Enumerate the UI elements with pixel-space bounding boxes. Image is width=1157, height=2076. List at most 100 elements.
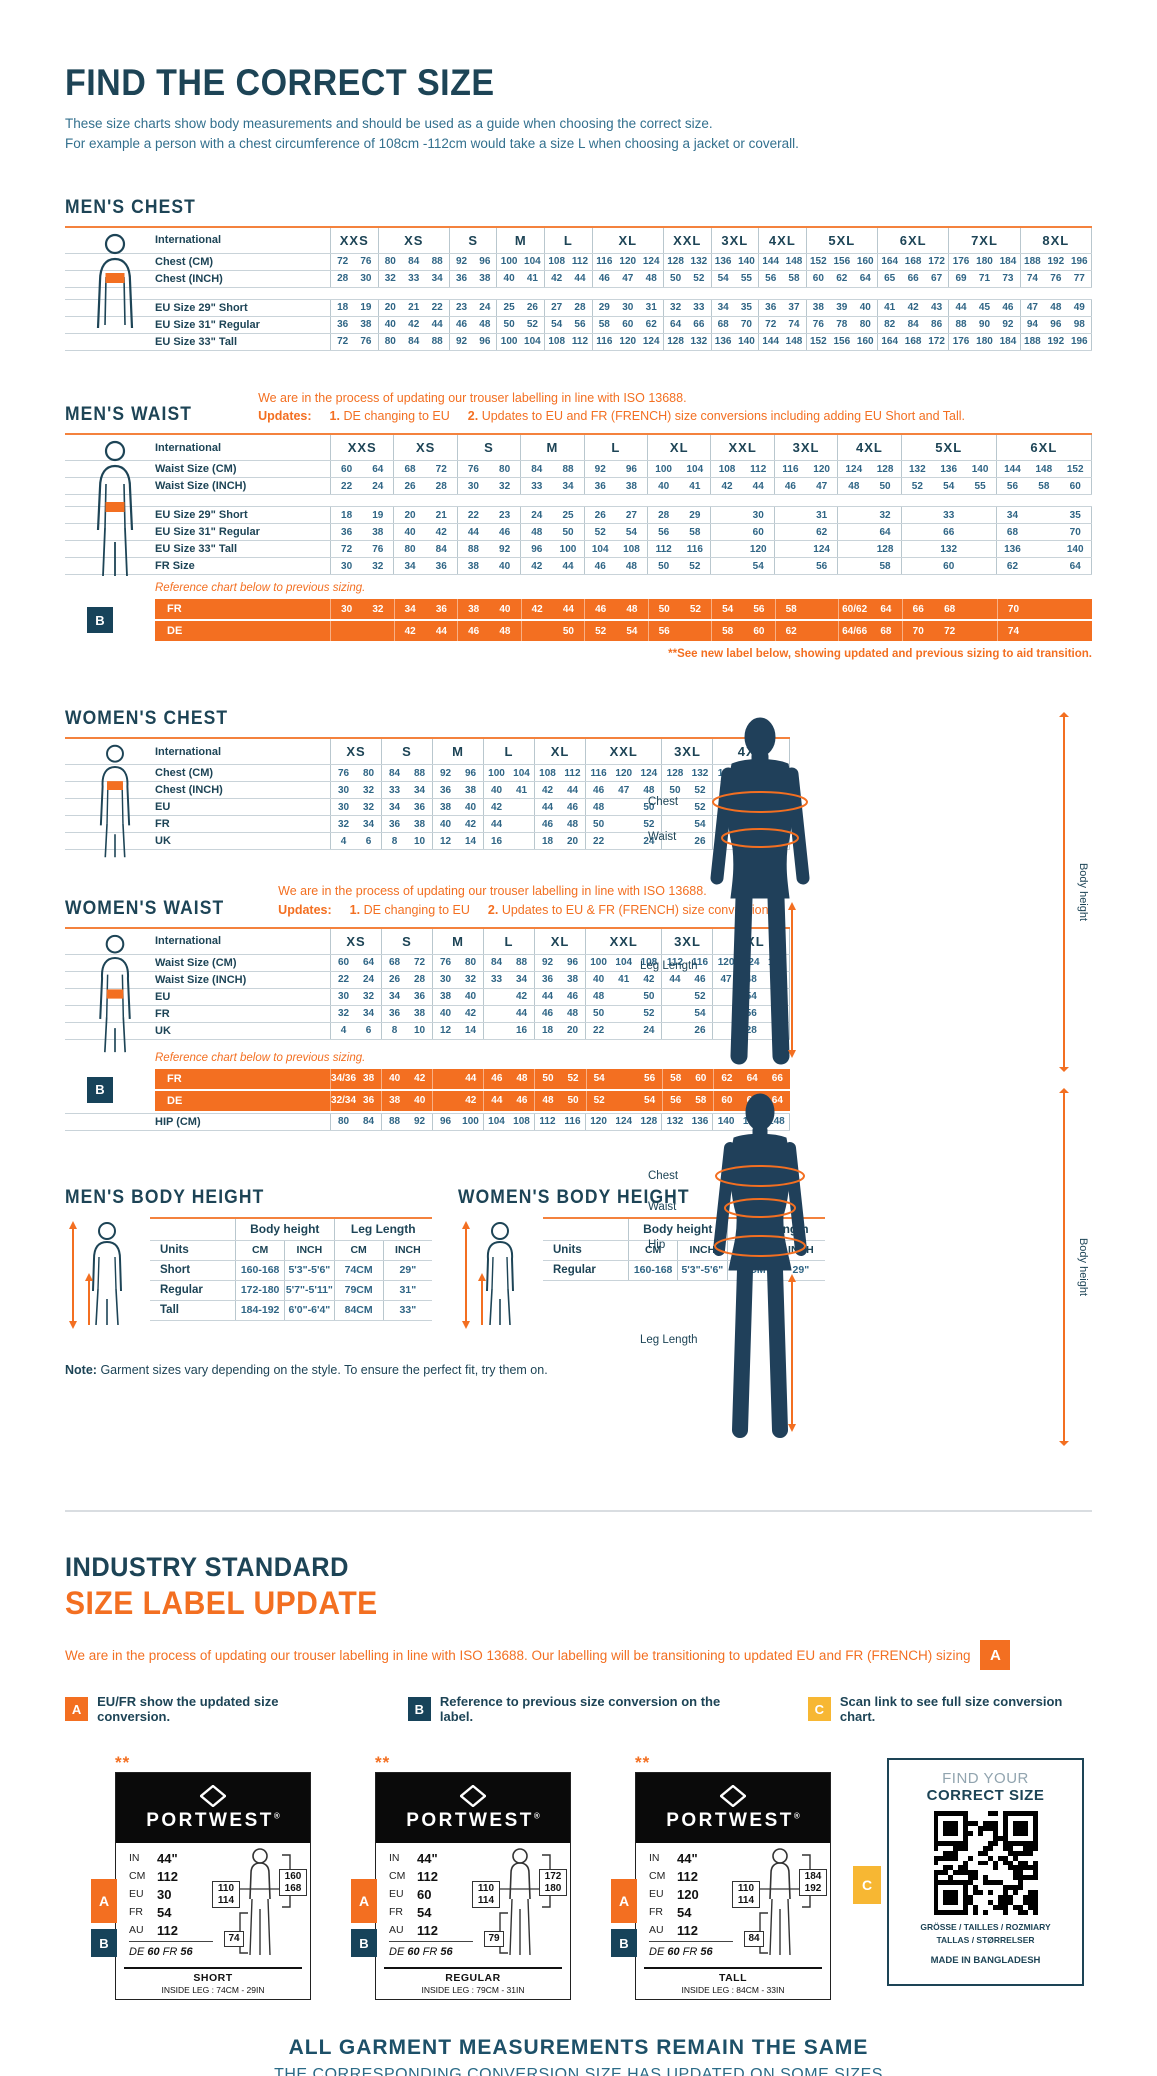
table-cell: 44 bbox=[752, 480, 764, 492]
inside-leg: INSIDE LEG : 79CM - 31IN bbox=[421, 1985, 525, 1995]
table-cell: 56 bbox=[765, 273, 777, 284]
previous-sizing-label: FR bbox=[167, 603, 182, 615]
value-group: 58 60 bbox=[711, 621, 775, 641]
table-cell: 44 bbox=[669, 974, 681, 985]
table-cell: 25 bbox=[562, 509, 574, 521]
size-value: 44" bbox=[417, 1850, 438, 1866]
value-group: 92 96 bbox=[583, 461, 647, 477]
size-key: EU bbox=[129, 1888, 144, 1900]
table-cell: 27 bbox=[625, 509, 637, 521]
value-group: 42 44 bbox=[520, 558, 583, 574]
table-cell: 48 bbox=[593, 801, 605, 813]
value-group: 18 19 bbox=[330, 507, 393, 523]
table-cell: 46 bbox=[594, 560, 606, 572]
value-group: 54 bbox=[712, 988, 788, 1005]
table-cell: 27 bbox=[551, 302, 563, 313]
value-group: 56 bbox=[647, 621, 712, 641]
value-group: 54 bbox=[710, 558, 773, 574]
row-values: 32 34 36 38 40 42 44 46 48 50 52 54 56 bbox=[330, 1005, 790, 1022]
table-cell: 64 bbox=[879, 526, 891, 538]
bh-subheader: INCH bbox=[284, 1240, 333, 1260]
table-cell: 72 bbox=[341, 543, 353, 555]
table-cell: 50 bbox=[542, 1073, 554, 1084]
qr-code bbox=[933, 1811, 1038, 1915]
bh-subheader: INCH bbox=[382, 1240, 432, 1260]
value-group: 30 32 bbox=[330, 988, 381, 1005]
value-group: 92 96 bbox=[448, 333, 497, 350]
table-cell: 47 bbox=[720, 974, 732, 985]
table-cell: 84 bbox=[435, 543, 447, 555]
table-cell: 80 bbox=[404, 543, 416, 555]
table-cell: 76 bbox=[1050, 273, 1062, 284]
table-cell: 52 bbox=[526, 319, 538, 330]
table-cell: 132 bbox=[690, 336, 708, 347]
value-group: 41 42 43 bbox=[876, 299, 948, 316]
table-cell: 112 bbox=[666, 957, 684, 968]
value-group: 40 41 bbox=[496, 270, 544, 287]
table-cell: 44 bbox=[541, 801, 554, 813]
table-cell: 104 bbox=[591, 543, 609, 555]
table-cell: 60 bbox=[812, 273, 824, 284]
value-group: 58 60 62 bbox=[591, 316, 663, 333]
value-group: 124 bbox=[773, 541, 837, 557]
value-group: 32 bbox=[837, 507, 900, 523]
table-cell: 78 bbox=[836, 319, 848, 330]
table-cell: 108 bbox=[513, 1116, 530, 1127]
value-group: 48 50 bbox=[534, 1090, 585, 1111]
table-cell: 104 bbox=[488, 1116, 505, 1127]
table-cell: 38 bbox=[439, 991, 452, 1002]
value-group: 30 32 bbox=[456, 478, 520, 494]
value-group: 80 84 bbox=[330, 1113, 381, 1130]
row-values: 18 19 20 21 22 23 24 25 26 27 28 29 30 31 32 33 34 35 36 37… bbox=[330, 299, 1092, 316]
portwest-logo: PORTWEST® bbox=[376, 1773, 570, 1843]
table-cell: 44 bbox=[435, 625, 447, 637]
table-cell: 100 bbox=[462, 1116, 479, 1127]
table-row: EU Size 29" Short 18 19 20 21 22 23 24 25 26 27 28 2… bbox=[65, 299, 1092, 317]
table-cell: 20 bbox=[566, 1025, 579, 1036]
value-group: 46 48 bbox=[483, 1068, 534, 1089]
male-height-figure-icon bbox=[65, 1220, 143, 1334]
table-cell: 28 bbox=[745, 1025, 757, 1036]
value-group: 26 28 bbox=[393, 478, 456, 494]
value-group: 8 10 bbox=[381, 833, 432, 849]
table-row: FR Size 30 32 34 36 38 40 42 44 46 48 50 52 54 56 58 60 6… bbox=[65, 558, 1092, 575]
body-height-label: Body height bbox=[1077, 862, 1089, 922]
badge-a: A bbox=[91, 1879, 117, 1923]
table-cell: 72 bbox=[765, 319, 777, 330]
table-cell: 22 bbox=[341, 480, 353, 492]
value-group: 44 46 bbox=[661, 971, 712, 988]
find-your-size-card: FIND YOUR CORRECT SIZE GRÖSSE / TAILLES … bbox=[887, 1758, 1084, 1986]
table-cell bbox=[1061, 599, 1092, 619]
table-cell: 42 bbox=[464, 1008, 477, 1019]
table-cell: 88 bbox=[431, 336, 443, 347]
table-cell: 62 bbox=[721, 1073, 733, 1084]
table-cell: 34 bbox=[515, 974, 528, 985]
value-group: 62 bbox=[774, 621, 839, 641]
table-cell: 36 bbox=[341, 526, 353, 538]
table-cell: 72 bbox=[337, 336, 349, 347]
value-group: 124 128 bbox=[837, 461, 900, 477]
mens-waist-title-row: MEN'S WAIST We are in the process of upd… bbox=[65, 389, 1092, 427]
table-cell: 116 bbox=[782, 463, 799, 475]
table-cell: 48 bbox=[848, 480, 860, 492]
table-cell: 46 bbox=[784, 480, 796, 492]
table-cell: 76 bbox=[439, 957, 452, 968]
table-cell: 62 bbox=[836, 273, 848, 284]
badge-b: B bbox=[407, 1697, 431, 1721]
table-cell: 71 bbox=[978, 273, 991, 284]
value-group: 60 bbox=[710, 524, 773, 540]
value-group: 100 104 bbox=[496, 333, 544, 350]
table-cell: 34 bbox=[404, 560, 416, 572]
value-group: 44 46 bbox=[456, 524, 520, 540]
table-cell: 37 bbox=[788, 302, 800, 313]
table-cell: 108 bbox=[718, 463, 736, 475]
size-value: 54 bbox=[677, 1904, 692, 1920]
table-cell: 96 bbox=[566, 957, 579, 968]
table-cell: 48 bbox=[479, 319, 491, 330]
table-cell: 72 bbox=[944, 625, 956, 637]
table-cell: 152 bbox=[1066, 463, 1084, 475]
value-group: 26 bbox=[661, 1022, 712, 1039]
table-cell: 80 bbox=[499, 463, 511, 475]
size-group-header: XS bbox=[330, 928, 381, 954]
update-paragraph: We are in the process of updating our tr… bbox=[65, 1640, 1092, 1670]
